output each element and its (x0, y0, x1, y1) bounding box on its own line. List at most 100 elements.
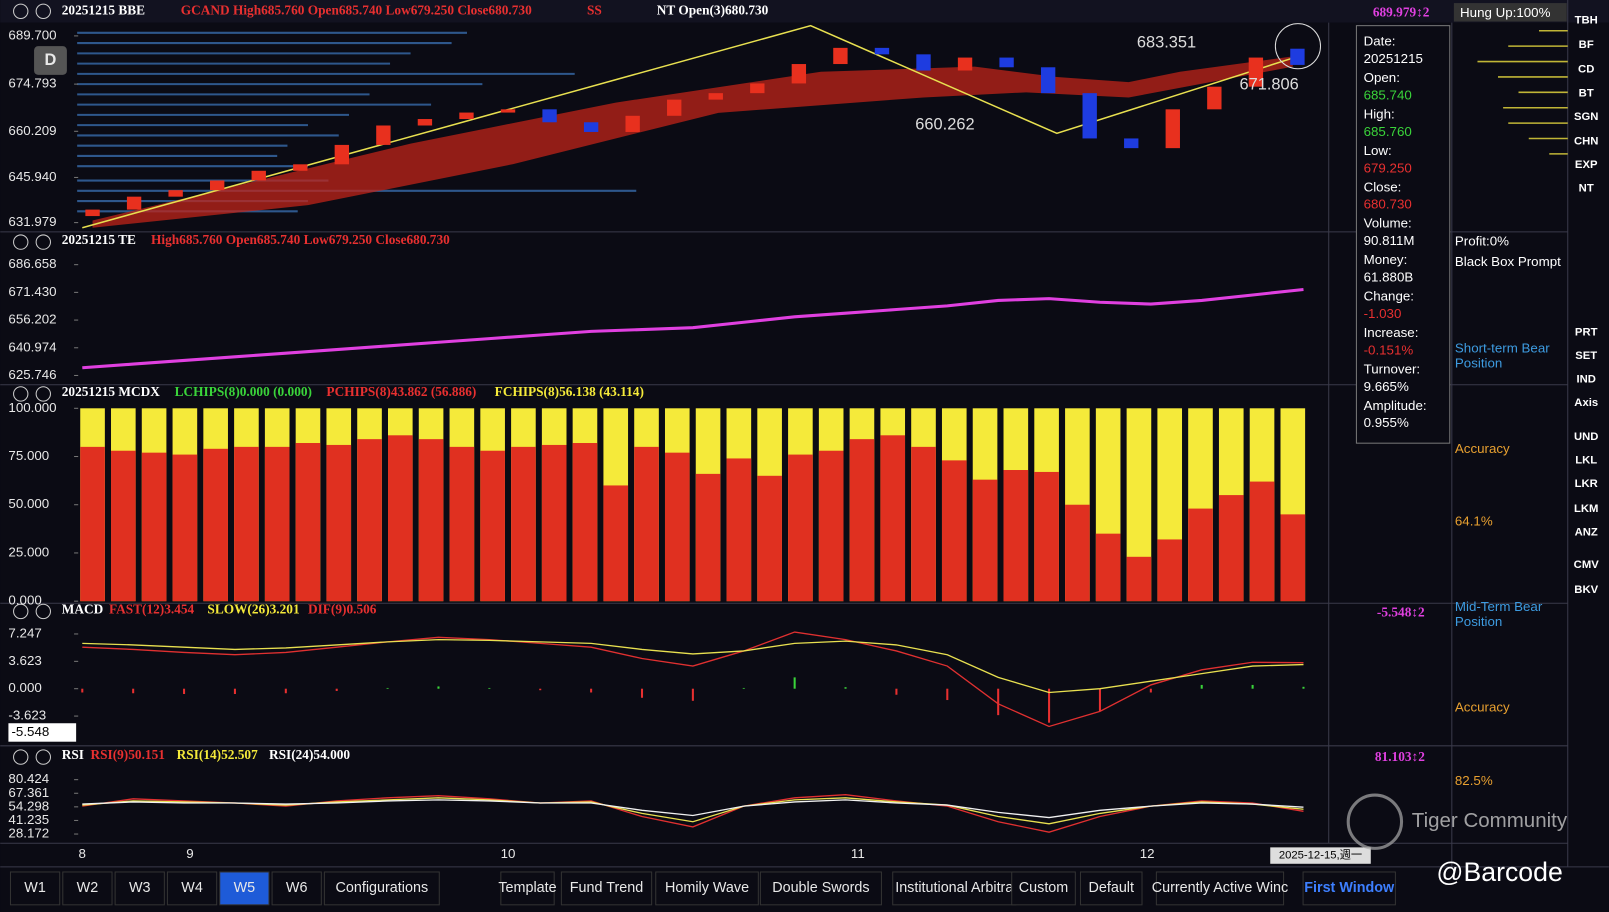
tab-box[interactable] (560, 871, 653, 906)
label: SLOW(26)3.201 (207, 601, 299, 616)
y-tick-label: 689.700 (8, 27, 56, 42)
tab[interactable]: Fund Trend (570, 880, 643, 896)
histogram-bar (742, 687, 745, 689)
sidebar-button[interactable]: Axis (1574, 397, 1598, 409)
bar (326, 444, 352, 602)
sidebar-button[interactable]: NT (1579, 183, 1594, 195)
y-tick-label: 54.298 (8, 798, 49, 813)
tab[interactable]: Configurations (336, 880, 429, 896)
tooltip-value: 9.665% (1364, 379, 1409, 394)
tab[interactable]: W6 (286, 880, 308, 896)
tab-box[interactable] (114, 871, 165, 906)
bar (541, 444, 567, 602)
sidebar-button[interactable]: LKL (1575, 455, 1597, 467)
tooltip-value: -1.030 (1364, 306, 1402, 321)
tab[interactable]: First Window (1304, 880, 1395, 896)
watermark-logo (1346, 793, 1404, 850)
tab-box[interactable] (892, 871, 1017, 906)
tab[interactable]: Default (1088, 880, 1134, 896)
sidebar-button[interactable]: EXP (1575, 159, 1598, 171)
tab-box[interactable] (9, 871, 61, 906)
tab-box[interactable] (166, 871, 218, 906)
sidebar-button[interactable]: LKR (1575, 478, 1598, 490)
sidebar-button[interactable]: CMV (1574, 559, 1600, 571)
tab-box[interactable] (323, 871, 440, 906)
candle (583, 122, 599, 132)
sidebar-button[interactable]: LKM (1574, 503, 1598, 515)
hung-up-box (1453, 3, 1567, 22)
sidebar-button[interactable]: BKV (1574, 584, 1598, 596)
y-tick-label: 50.000 (8, 496, 49, 511)
tooltip-value: 685.760 (1364, 124, 1412, 139)
bar (911, 446, 936, 602)
x-tick-label: 8 (79, 846, 86, 861)
tab[interactable]: W3 (129, 880, 151, 896)
badge: D (45, 51, 57, 69)
tab[interactable]: W5 (234, 880, 256, 896)
candle (293, 164, 308, 171)
tab-box[interactable] (655, 871, 759, 906)
tab[interactable]: Homily Wave (665, 880, 749, 896)
tooltip-label: Volume: (1364, 216, 1412, 231)
annotation: 660.262 (915, 115, 974, 133)
label: 20251215 BBE (62, 2, 145, 17)
y-tick-label: 80.424 (8, 771, 49, 786)
tab-box[interactable] (1155, 871, 1285, 906)
sidebar-button[interactable]: PRT (1575, 326, 1598, 338)
histogram-bar (793, 677, 796, 689)
watermark-brand: Tiger Community (1412, 809, 1568, 832)
right-panel-text: 64.1% (1455, 514, 1493, 529)
tab-box[interactable] (62, 871, 113, 906)
bar (849, 439, 875, 602)
candle (500, 109, 516, 113)
right-panel-text: Accuracy (1455, 699, 1510, 714)
y-tick-label: 100.000 (8, 400, 56, 415)
tab-box[interactable] (1011, 871, 1076, 906)
sidebar-button[interactable]: CD (1578, 64, 1594, 76)
tab[interactable]: Custom (1019, 880, 1069, 896)
bar (788, 454, 813, 602)
label: 20251215 TE (62, 232, 136, 247)
panel-icon (35, 603, 51, 620)
tab-box[interactable] (1302, 871, 1396, 906)
tab-box[interactable] (271, 871, 322, 906)
candle (126, 196, 142, 210)
rsi-line (82, 794, 1304, 833)
panel-icon (13, 3, 29, 19)
tab-box[interactable] (1079, 871, 1143, 906)
tooltip-label: Low: (1364, 143, 1392, 158)
panel-icon (13, 603, 29, 620)
candle (708, 93, 723, 100)
sidebar-button[interactable]: TBH (1575, 15, 1598, 27)
tab-box[interactable] (759, 871, 882, 906)
tooltip-value: 20251215 (1364, 51, 1423, 66)
candle (251, 170, 266, 181)
tab[interactable]: Template (498, 880, 556, 896)
candle (1165, 109, 1180, 149)
tooltip-label: Amplitude: (1364, 398, 1427, 413)
tab-box[interactable] (500, 871, 555, 906)
tab[interactable]: Institutional Arbitra (895, 880, 1013, 896)
candle (417, 119, 433, 126)
sidebar-button[interactable]: BT (1579, 87, 1594, 99)
tab[interactable]: W2 (77, 880, 99, 896)
sidebar-button[interactable]: SET (1575, 350, 1597, 362)
tab-box[interactable] (219, 871, 270, 906)
tab[interactable]: W1 (24, 880, 46, 896)
histogram-bar (81, 688, 84, 693)
candle (791, 64, 807, 84)
bar (141, 452, 167, 602)
zigzag (82, 24, 1299, 229)
tab[interactable]: W4 (181, 880, 203, 896)
sidebar-button[interactable]: UND (1574, 431, 1598, 443)
sidebar-button[interactable]: ANZ (1575, 526, 1598, 538)
bar (1095, 533, 1121, 602)
sidebar-button[interactable]: IND (1577, 374, 1596, 386)
sidebar-button[interactable]: SGN (1574, 111, 1598, 123)
candle (376, 125, 391, 145)
sidebar-button[interactable]: BF (1579, 39, 1594, 51)
tab[interactable]: Double Swords (772, 880, 869, 896)
tab[interactable]: Currently Active Winc (1152, 880, 1288, 896)
sidebar-button[interactable]: CHN (1574, 136, 1598, 148)
label: LCHIPS(8)0.000 (0.000) (175, 384, 312, 399)
